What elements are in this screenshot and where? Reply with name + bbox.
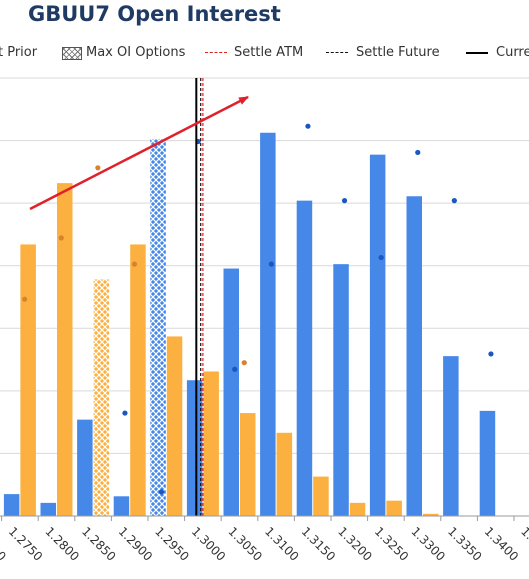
legend-swatch-settle-atm (205, 52, 227, 53)
prior-call-marker (232, 366, 238, 372)
prior-put-marker (22, 296, 28, 302)
legend-item-prior: t Prior (0, 45, 38, 60)
x-tick-label: 1.3200 (335, 524, 375, 564)
prior-call-marker (488, 351, 494, 357)
call-bar (296, 200, 313, 516)
put-bar (313, 476, 329, 516)
x-tick-label: 1.2900 (116, 524, 156, 564)
chart-title: GBUU7 Open Interest (28, 2, 281, 26)
prior-markers (22, 123, 494, 495)
prior-put-marker (241, 360, 247, 366)
chart-legend: t Prior Max OI Options Settle ATM Settle… (0, 44, 529, 64)
put-bar (166, 336, 183, 516)
call-bar (223, 268, 239, 516)
prior-call-marker (305, 123, 311, 129)
put-bar (386, 500, 402, 516)
prior-put-marker (58, 235, 64, 241)
x-tick-label: 1.2700 (0, 524, 9, 564)
x-axis (0, 515, 529, 521)
prior-call-marker (451, 198, 457, 204)
x-tick-label: 1.3400 (482, 524, 522, 564)
call-bar (479, 410, 496, 516)
prior-call-marker (158, 489, 165, 495)
prior-call-marker (122, 410, 128, 416)
prior-call-marker (268, 261, 274, 267)
x-tick-label: 1.3100 (262, 524, 302, 564)
x-tick-label: 1.2950 (152, 524, 192, 564)
x-tick-label: 1.3350 (445, 524, 485, 564)
legend-item-current: Curre (496, 45, 529, 60)
prior-call-marker (341, 198, 348, 204)
x-tick-label: 1.3250 (372, 524, 412, 564)
max-oi-call-bar (150, 139, 166, 516)
legend-item-max-oi: Max OI Options (86, 45, 186, 60)
legend-item-settle-atm: Settle ATM (234, 45, 304, 60)
x-tick-labels: 1.27001.27501.28001.28501.29001.29501.30… (0, 524, 529, 564)
call-bar (260, 132, 276, 516)
call-bar (333, 264, 349, 516)
call-bar (113, 496, 130, 516)
put-bar (423, 513, 439, 516)
put-bar (57, 183, 73, 516)
x-tick-label: 1.3050 (225, 524, 265, 564)
legend-swatch-current (466, 52, 488, 54)
legend-swatch-settle-future (326, 52, 348, 53)
put-bar (20, 244, 36, 516)
max-oi-put-bar (93, 279, 110, 516)
prior-call-marker (378, 254, 384, 261)
x-tick-label: 1.2750 (6, 524, 46, 564)
annotation-arrow (29, 95, 249, 211)
x-tick-label: 1.3150 (299, 524, 339, 564)
prior-put-marker (95, 165, 101, 171)
put-bar (276, 432, 293, 516)
prior-call-marker (415, 149, 421, 156)
x-tick-label: 1.2850 (79, 524, 119, 564)
call-bar (186, 380, 203, 516)
x-tick-label: 1.3000 (189, 524, 229, 564)
call-bar (77, 419, 93, 516)
put-bar (240, 413, 256, 516)
prior-put-marker (131, 261, 138, 267)
call-bar (369, 154, 386, 516)
reference-lines (195, 78, 204, 516)
put-bar (349, 502, 366, 516)
x-tick-label: 1.2800 (42, 524, 82, 564)
x-tick-label: 1.3300 (408, 524, 448, 564)
legend-item-settle-future: Settle Future (356, 45, 440, 60)
call-bar (443, 356, 459, 516)
put-bar (130, 244, 146, 516)
x-tick-label: 1.3450 (518, 524, 529, 564)
call-bar (3, 494, 20, 516)
put-bar (203, 371, 219, 516)
call-bar (406, 196, 422, 516)
legend-swatch-max-oi (62, 47, 82, 60)
call-bar (40, 502, 56, 516)
bars (3, 132, 496, 516)
